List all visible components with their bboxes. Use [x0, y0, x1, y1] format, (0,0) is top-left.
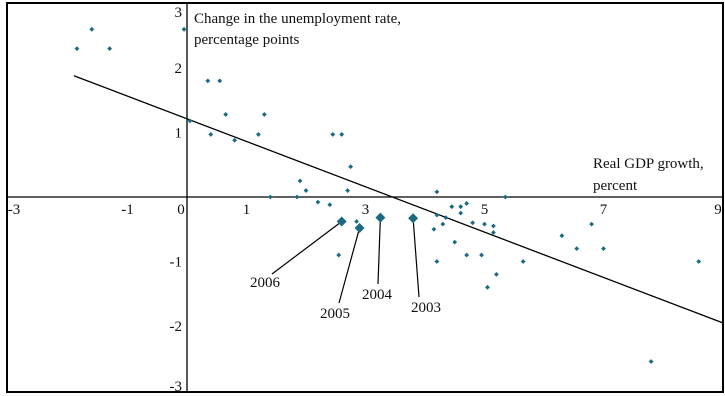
data-point — [434, 212, 440, 218]
data-point — [327, 202, 333, 208]
data-point — [297, 178, 303, 184]
data-point — [520, 259, 526, 264]
callout-line-2004 — [377, 217, 381, 285]
y-tick-label: -1 — [170, 255, 183, 271]
data-point — [294, 194, 300, 200]
callout-label-2003: 2003 — [411, 300, 441, 316]
highlighted-point-2004 — [375, 212, 386, 223]
data-point — [494, 272, 499, 277]
x-tick-label: 7 — [600, 202, 608, 218]
data-point — [696, 259, 702, 264]
data-point — [491, 223, 496, 229]
regression-line — [73, 75, 723, 324]
data-point — [261, 112, 267, 117]
data-point — [470, 220, 475, 226]
data-point — [434, 259, 440, 264]
x-tick-label: 1 — [243, 202, 251, 218]
data-point — [348, 164, 354, 170]
y-tick-label: 1 — [175, 126, 183, 142]
data-point — [232, 137, 237, 143]
data-point — [354, 219, 359, 224]
callout-label-2006: 2006 — [250, 275, 281, 291]
y-tick-label: -2 — [170, 319, 183, 335]
data-point — [89, 26, 95, 32]
data-point — [559, 233, 565, 239]
data-point — [440, 221, 446, 227]
data-point — [336, 252, 342, 258]
x-tick-label: 0 — [177, 202, 185, 218]
highlighted-point-2005 — [354, 222, 365, 233]
y-axis-label-line1: Change in the unemployment rate, — [194, 11, 401, 27]
data-point — [434, 189, 440, 195]
y-tick-label: -3 — [170, 379, 183, 395]
data-point — [485, 284, 490, 290]
data-point — [223, 112, 229, 117]
data-point — [464, 201, 470, 206]
data-point — [574, 246, 580, 251]
data-point — [431, 226, 437, 232]
data-point — [74, 46, 80, 52]
callout-line-2005 — [338, 227, 361, 304]
data-point — [458, 204, 464, 210]
data-point — [303, 188, 309, 193]
data-point — [482, 221, 487, 227]
data-point — [479, 252, 484, 258]
y-tick-label: 2 — [175, 61, 183, 77]
highlighted-point-2003 — [408, 213, 419, 224]
data-point — [449, 204, 455, 210]
data-point — [217, 78, 223, 84]
x-axis-label-line2: percent — [593, 178, 638, 194]
callout-label-2004: 2004 — [362, 287, 393, 303]
y-axis-label-line2: percentage points — [194, 32, 300, 48]
x-axis-label-line1: Real GDP growth, — [593, 156, 704, 172]
data-point — [601, 246, 606, 251]
data-point — [181, 26, 187, 32]
x-tick-label: 3 — [362, 202, 370, 218]
highlighted-points-layer: 2006 2005 2004 2003 — [250, 212, 441, 322]
callout-label-2005: 2005 — [320, 306, 350, 322]
data-point — [458, 210, 464, 216]
callout-line-2006 — [271, 221, 343, 275]
data-point — [443, 215, 449, 221]
data-point — [464, 252, 470, 258]
data-point — [589, 221, 594, 227]
x-tick-label: 5 — [481, 202, 489, 218]
data-point — [205, 78, 211, 84]
data-point — [502, 194, 508, 200]
data-point — [491, 230, 496, 235]
data-point — [187, 118, 193, 124]
data-point — [208, 132, 214, 137]
data-point — [267, 194, 273, 200]
data-point — [107, 46, 113, 52]
x-tick-label: 9 — [714, 202, 722, 218]
callout-line-2003 — [412, 218, 420, 298]
y-tick-label: 3 — [175, 5, 183, 21]
x-tick-label: -3 — [8, 202, 21, 218]
data-point — [345, 188, 351, 193]
data-point — [339, 132, 345, 137]
highlighted-point-2006 — [336, 216, 347, 227]
data-point — [256, 132, 261, 137]
tick-labels-layer: -3 -1 0 1 3 5 7 9 3 2 1 -1 -2 -3 — [8, 5, 722, 395]
data-points-layer — [74, 26, 702, 364]
data-point — [648, 359, 654, 364]
data-point — [330, 132, 336, 137]
x-tick-label: -1 — [121, 202, 134, 218]
fit-line-layer — [73, 75, 723, 324]
data-point — [452, 239, 458, 245]
data-point — [315, 199, 321, 205]
